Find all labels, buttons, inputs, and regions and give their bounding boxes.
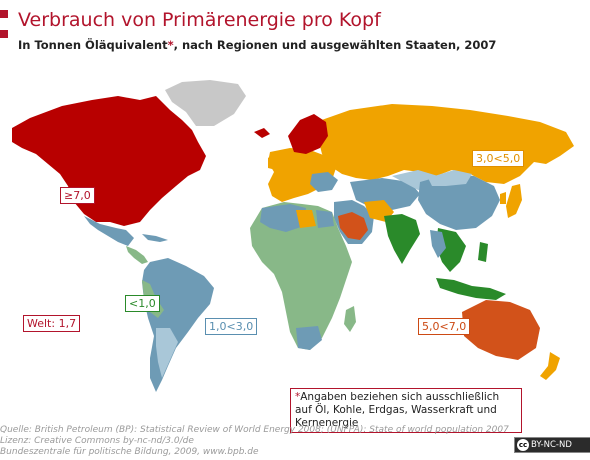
region-scandinavia — [288, 114, 328, 154]
region-eastern-europe — [310, 172, 338, 192]
subtitle-star: * — [167, 38, 174, 52]
region-mexico — [84, 216, 134, 246]
title-accent-top — [0, 10, 8, 18]
legend-upper-mid: 3,0<5,0 — [472, 150, 525, 167]
footnote-text: Angaben beziehen sich ausschließlich auf… — [295, 391, 500, 429]
region-uk — [268, 152, 282, 170]
source-line-1: Quelle: British Petroleum (BP): Statisti… — [0, 425, 509, 435]
region-saudi-arabia — [338, 212, 368, 240]
region-russia — [316, 104, 574, 184]
region-madagascar — [344, 306, 356, 332]
source-line-2: Lizenz: Creative Commons by-nc-nd/3.0/de — [0, 436, 194, 446]
region-libya — [296, 210, 316, 228]
region-india — [384, 214, 420, 264]
region-korea — [500, 192, 506, 204]
footnote: *Angaben beziehen sich ausschließlich au… — [290, 388, 522, 433]
legend-upper: 5,0<7,0 — [418, 318, 471, 335]
source-line-3: Bundeszentrale für politische Bildung, 2… — [0, 447, 259, 457]
region-new-zealand — [540, 352, 560, 380]
region-egypt — [316, 210, 334, 228]
region-mongolia — [428, 170, 472, 186]
legend-mid: 1,0<3,0 — [205, 318, 258, 335]
cc-license-text: BY-NC-ND — [531, 440, 572, 450]
source-credits: Quelle: British Petroleum (BP): Statisti… — [0, 425, 509, 458]
footnote-star: * — [295, 391, 301, 403]
page-title: Verbrauch von Primärenergie pro Kopf — [18, 9, 381, 31]
region-philippines — [478, 242, 488, 262]
region-australia — [462, 300, 540, 360]
region-indochina — [430, 230, 446, 258]
region-greenland — [165, 80, 246, 126]
world-map — [12, 80, 574, 392]
legend-low: <1,0 — [125, 295, 160, 312]
region-southern-cone — [156, 328, 178, 378]
region-china — [418, 174, 500, 230]
region-indonesia — [436, 278, 506, 300]
cc-icon: cc — [517, 439, 529, 451]
region-south-africa — [296, 326, 322, 350]
world-average: Welt: 1,7 — [23, 315, 81, 332]
region-south-america — [142, 258, 214, 392]
title-accent-bottom — [0, 30, 8, 38]
legend-high: ≥7,0 — [60, 187, 95, 204]
region-north-africa — [260, 204, 306, 232]
page-subtitle: In Tonnen Öläquivalent*, nach Regionen u… — [18, 38, 496, 52]
region-africa — [250, 202, 352, 350]
cc-license-badge[interactable]: cc BY-NC-ND — [514, 437, 590, 453]
region-japan — [506, 184, 522, 218]
subtitle-text-post: , nach Regionen und ausgewählten Staaten… — [173, 38, 497, 52]
subtitle-text-pre: In Tonnen Öläquivalent — [18, 38, 168, 52]
region-north-america — [12, 96, 206, 226]
region-central-america — [126, 246, 148, 264]
region-iceland — [254, 128, 270, 138]
region-caribbean — [142, 234, 168, 242]
